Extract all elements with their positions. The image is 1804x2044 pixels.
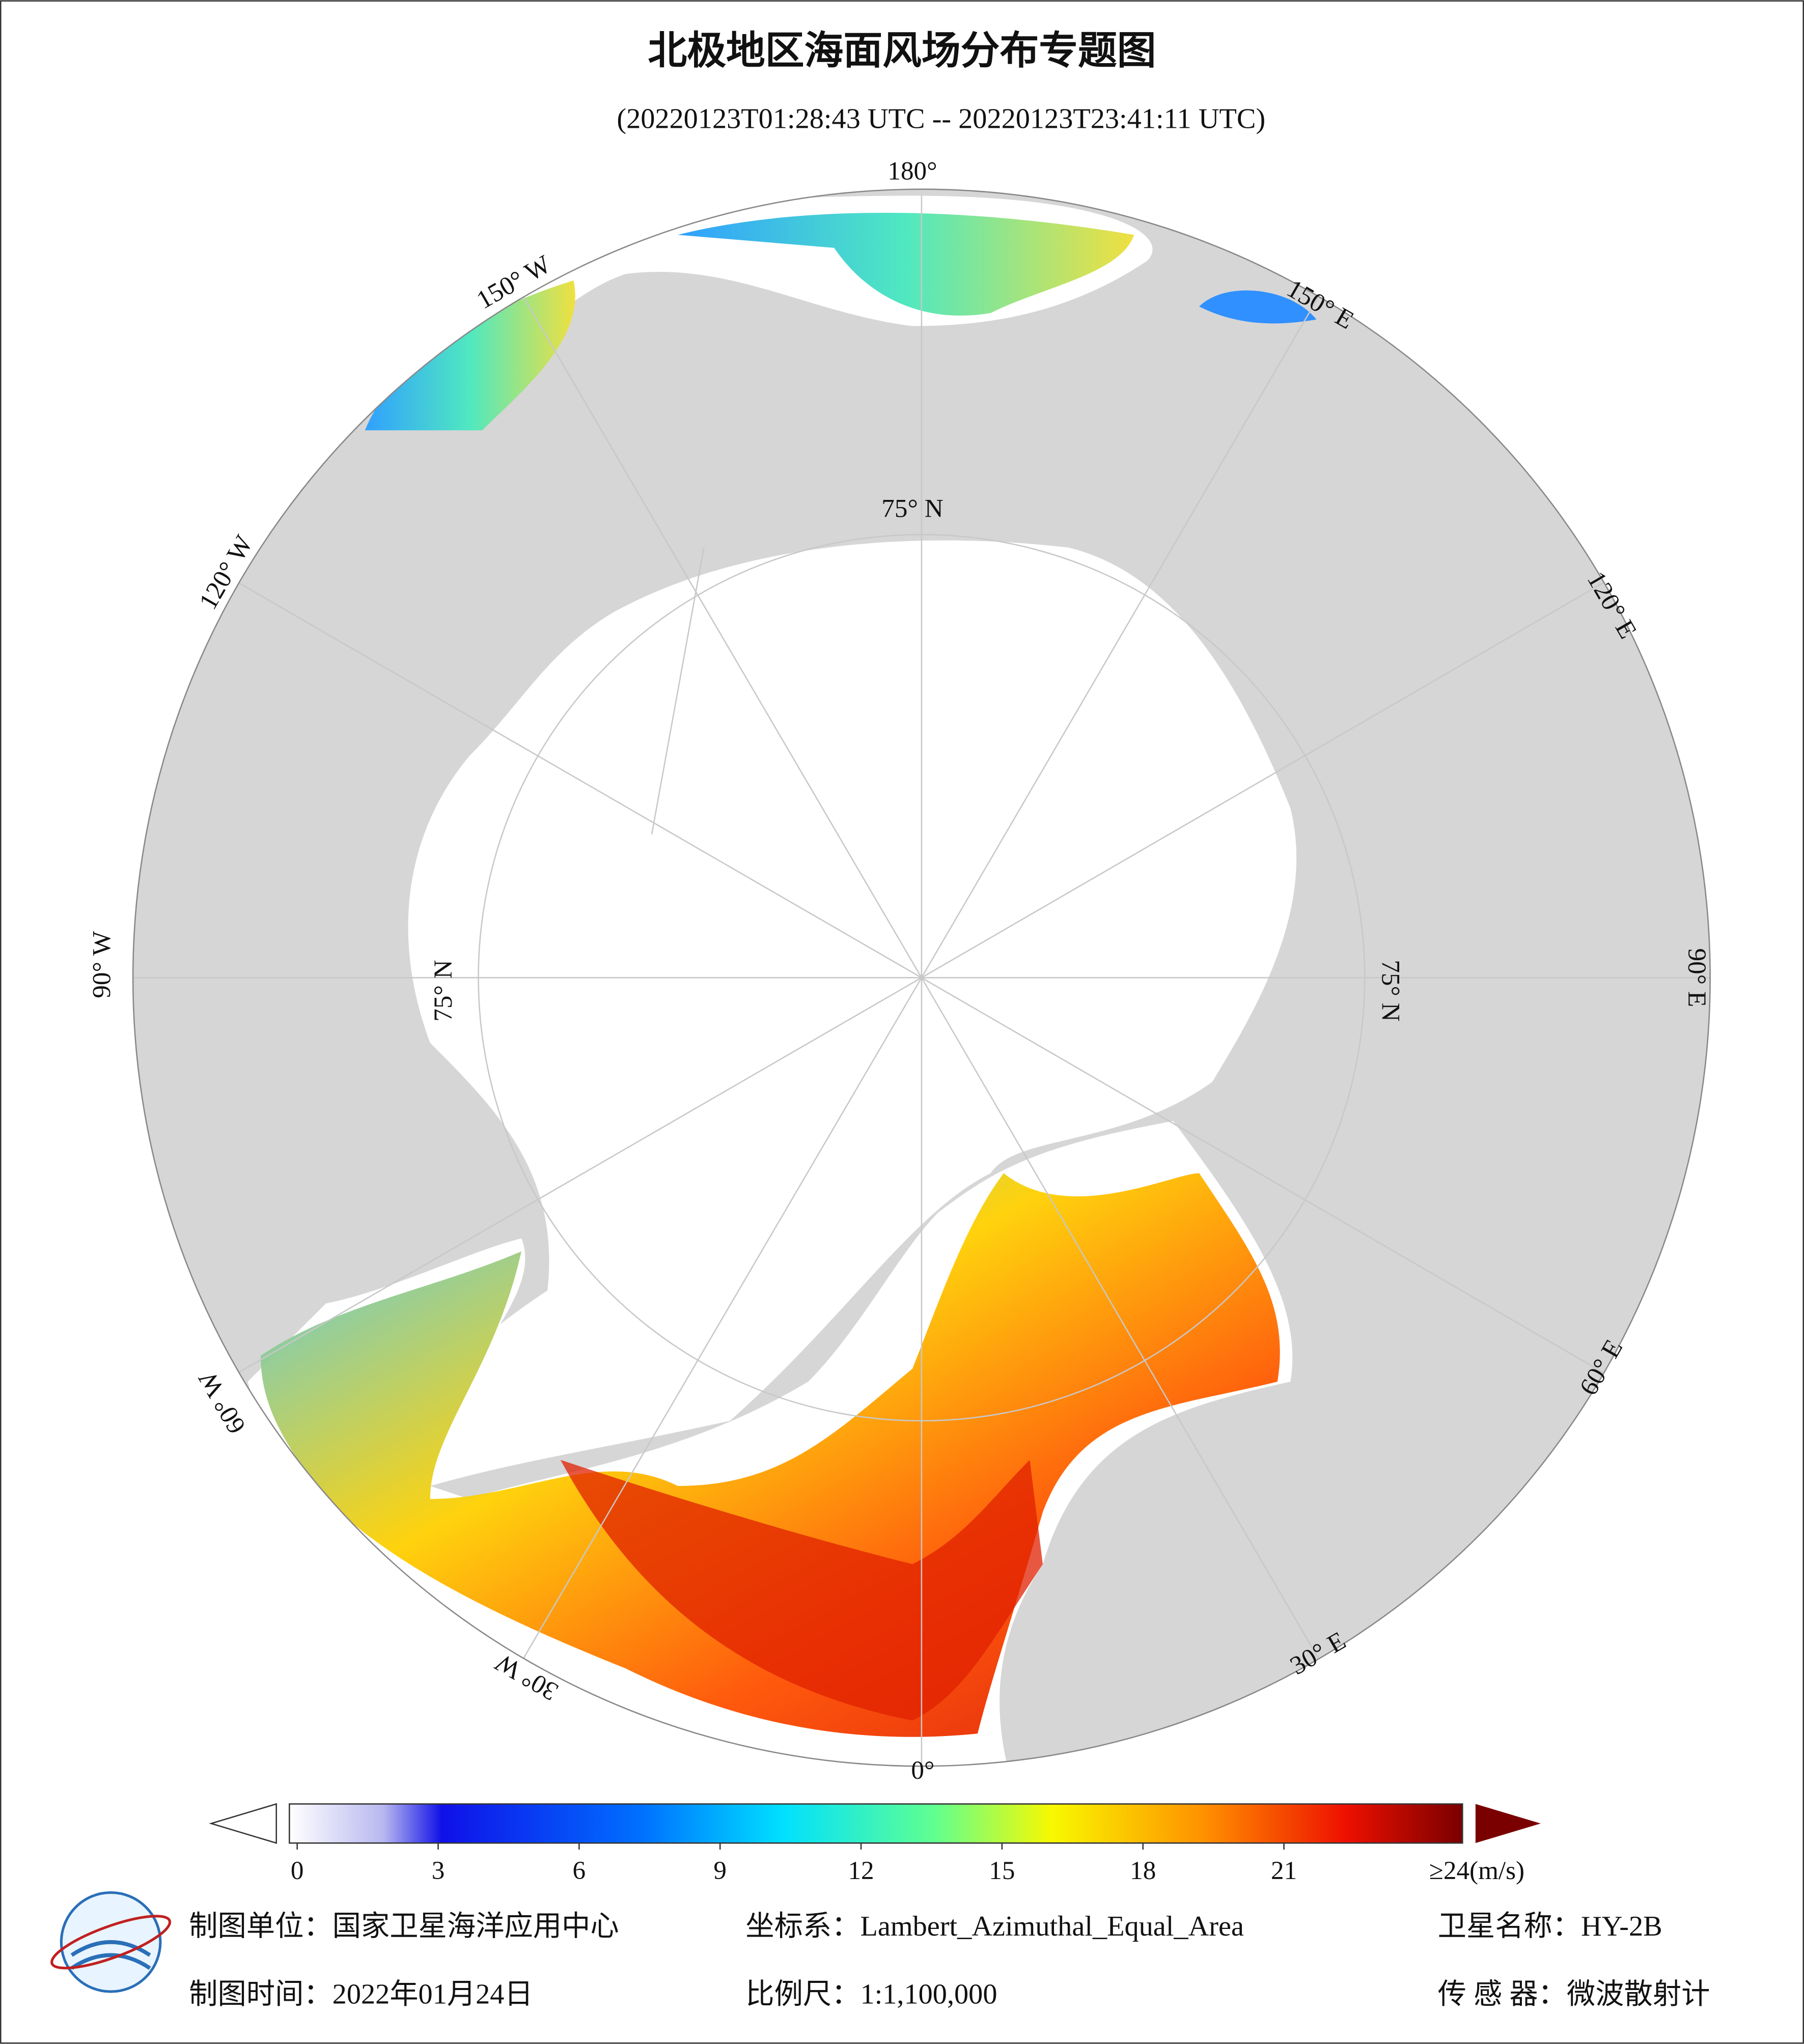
colorbar-under	[209, 1803, 277, 1844]
graticule-label: 75° N	[1376, 960, 1405, 1021]
graticule-label: 0°	[911, 1756, 934, 1785]
colorbar-tick-label: 21	[1271, 1856, 1297, 1885]
meridians	[133, 195, 1710, 1767]
title: 北极地区海面风场分布专题图	[648, 30, 1156, 73]
colorbar-bar	[289, 1803, 1463, 1844]
parallel-75n	[478, 534, 1366, 1422]
colorbar-tick-label: 6	[573, 1856, 586, 1885]
wind-field-pacific	[678, 212, 1134, 316]
wind-field-atlantic	[260, 1173, 1280, 1737]
graticule-label: 75° N	[881, 494, 943, 523]
date: 制图时间：2022年01月24日	[189, 1978, 533, 2010]
colorbar	[209, 1803, 1541, 1844]
colorbar-tick-label: 15	[989, 1856, 1015, 1885]
producer: 制图单位：国家卫星海洋应用中心	[189, 1911, 619, 1942]
satellite: 卫星名称：HY-2B	[1438, 1911, 1662, 1942]
colorbar-end-label: ≥24(m/s)	[1429, 1856, 1524, 1885]
colorbar-tick-label: 12	[848, 1856, 874, 1885]
coordinate-system: 坐标系：Lambert_Azimuthal_Equal_Area	[745, 1911, 1244, 1942]
colorbar-ticks: 0 3 6 9 12 15 18 21 ≥24(m/s)	[291, 1843, 1524, 1885]
colorbar-tick-label: 3	[432, 1856, 445, 1885]
graticule-label: 90° E	[1682, 948, 1711, 1007]
graticule-label: 90° W	[88, 931, 117, 998]
wind-field-okhotsk	[1199, 290, 1317, 324]
subtitle: (20220123T01:28:43 UTC -- 20220123T23:41…	[617, 103, 1265, 134]
wind-field-pacific-west	[365, 280, 575, 431]
scale: 比例尺：1:1,100,000	[745, 1978, 997, 2010]
logo	[50, 1891, 172, 1993]
colorbar-tick-label: 0	[291, 1856, 304, 1885]
map-disc	[133, 189, 1710, 1767]
sensor: 传 感 器：微波散射计	[1438, 1978, 1710, 2010]
graticule-label: 180°	[887, 157, 937, 186]
map-border	[132, 188, 1711, 1767]
colorbar-tick-label: 9	[713, 1856, 727, 1885]
colorbar-over	[1475, 1804, 1541, 1843]
graticule-label: 75° N	[429, 960, 458, 1021]
colorbar-tick-label: 18	[1130, 1856, 1156, 1885]
arctic-ocean	[408, 540, 1297, 1486]
